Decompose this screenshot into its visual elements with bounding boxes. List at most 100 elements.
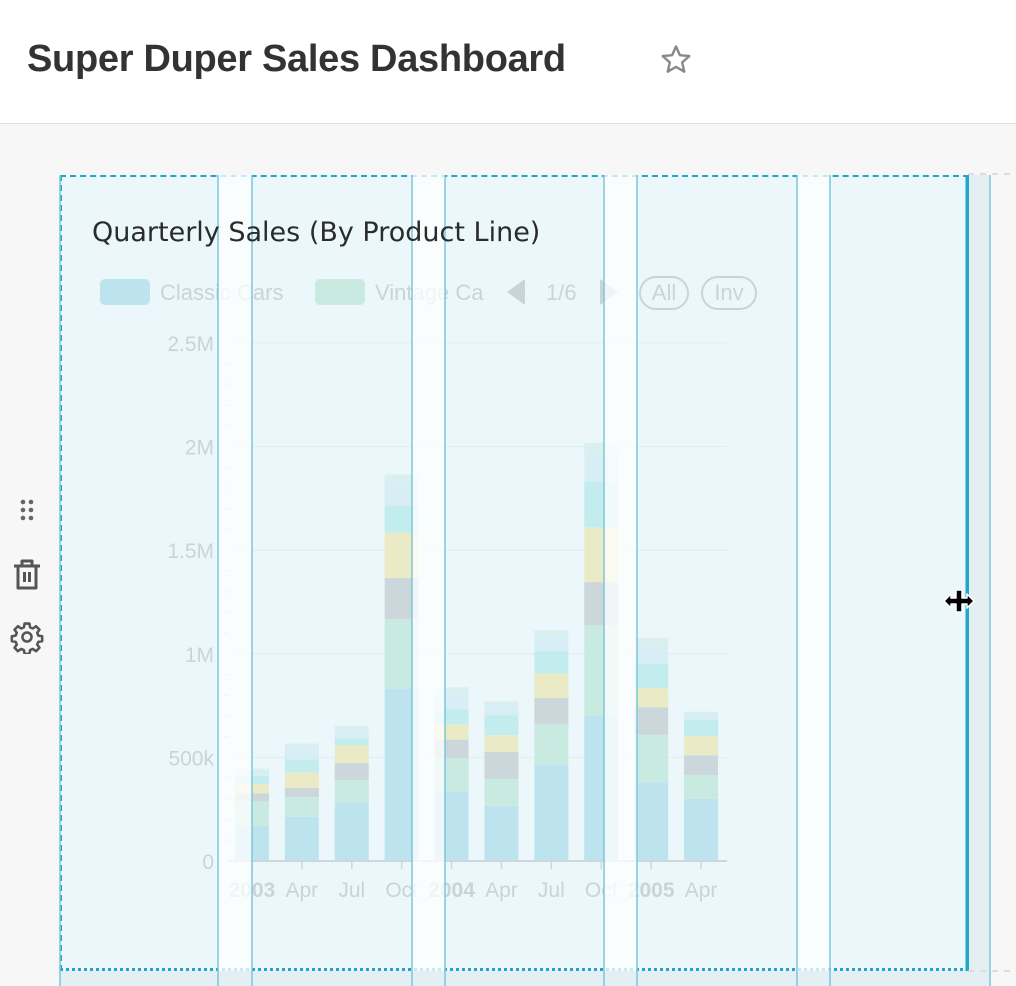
bar-segment [584,454,619,482]
bar-segment [434,709,469,725]
x-tick-label: 2005 [628,879,675,902]
chart-container[interactable]: Quarterly Sales (By Product Line) Classi… [60,175,969,971]
y-tick-label: 1.5M [167,540,214,563]
bar-segment [234,775,269,784]
x-axis: 2003 Apr Jul Oct 2004 Apr Jul Oct 2005 Apr [228,860,727,902]
bar-segment [584,625,619,716]
bar-segment [234,801,269,826]
bar-segment [584,442,619,455]
bar-segment [534,630,569,637]
bar-segment [434,739,469,759]
grid-lines [228,342,727,862]
legend-label[interactable]: Vintage Ca [375,280,484,305]
bar-segment [334,725,369,729]
bar-segment [634,782,669,861]
bar-segment [334,738,369,745]
trash-icon[interactable] [8,556,46,594]
legend-inv-label: Inv [714,280,743,305]
y-tick-label: 0 [202,851,214,874]
bar-segment [384,474,419,482]
bar-segment [684,712,719,721]
legend-all-button[interactable] [639,276,689,310]
drag-handle-icon[interactable] [8,491,46,529]
x-tick-label: Jul [538,879,565,902]
bar-segment [334,744,369,763]
bar-segment [534,723,569,765]
star-outline-icon[interactable] [658,42,694,78]
bar-segment [334,728,369,739]
gear-icon[interactable] [8,618,46,656]
x-tick-label: Apr [485,879,518,902]
stacked-bar-chart: Classic Cars Vintage Ca 1/6 All Inv 0 500… [100,276,757,902]
x-tick-label: 2003 [229,879,276,902]
x-tick-label: Oct [585,879,618,902]
bar-segment [434,791,469,861]
legend-label[interactable]: Classic Cars [160,280,283,305]
x-tick-label: 2004 [428,879,475,902]
bar-segment [534,697,569,724]
legend-swatch-vintage-cars[interactable] [315,279,365,305]
bar-segment [234,768,269,770]
legend-next-icon[interactable] [600,279,618,305]
chart-title: Quarterly Sales (By Product Line) [92,217,541,248]
x-tick-label: Oct [385,879,418,902]
y-tick-label: 2M [185,437,214,460]
bar-segment [284,816,319,861]
legend-all-label: All [652,280,676,305]
legend-page: 1/6 [546,280,577,305]
bar-segment [434,687,469,693]
bar-segment [384,619,419,689]
legend-swatch-classic-cars[interactable] [100,279,150,305]
bar-segment [284,743,319,748]
bar-segment [334,762,369,781]
x-tick-label: Apr [286,879,319,902]
legend-prev-icon[interactable] [507,279,525,305]
y-axis: 0 500k 1M 1.5M 2M 2.5M [167,333,229,874]
legend-invert-button[interactable] [701,276,757,310]
bar-segment [584,582,619,626]
bar-segment [684,755,719,776]
bar-segment [234,793,269,802]
bar-segment [284,787,319,798]
bar-segment [334,802,369,861]
bar-segment [634,707,669,735]
bar-segment [334,780,369,803]
y-tick-label: 1M [185,644,214,667]
bar-segment [684,711,719,713]
bar-segment [684,775,719,799]
bar-segment [484,705,519,716]
bar-segment [534,673,569,698]
resize-horizontal-cursor-icon [943,589,975,613]
bar-segment [484,735,519,752]
bar-segment [684,798,719,861]
bar-segment [534,764,569,861]
bar-segment [584,715,619,861]
bar-segment [534,651,569,674]
bar-segment [234,825,269,861]
bar-segment [234,783,269,794]
x-tick-label: Jul [338,879,365,902]
dashboard-title[interactable]: Super Duper Sales Dashboard [27,38,566,80]
bar-segment [284,797,319,817]
bar-segment [484,701,519,706]
bar-segment [434,692,469,710]
bar-segment [284,759,319,773]
bar-segment [484,715,519,736]
bar-segment [634,734,669,783]
bar-segment [484,751,519,779]
dashboard-header: Super Duper Sales Dashboard [0,0,1016,124]
bars [234,442,719,861]
y-tick-label: 500k [168,747,214,770]
bar-segment [284,747,319,760]
bar-segment [634,638,669,645]
bar-segment [384,577,419,620]
bar-segment [384,532,419,578]
bar-segment [634,644,669,664]
bar-segment [684,720,719,737]
bar-segment [634,688,669,708]
bar-segment [284,772,319,788]
bar-segment [684,736,719,756]
bar-segment [434,758,469,792]
bar-segment [434,724,469,740]
bar-segment [584,481,619,528]
